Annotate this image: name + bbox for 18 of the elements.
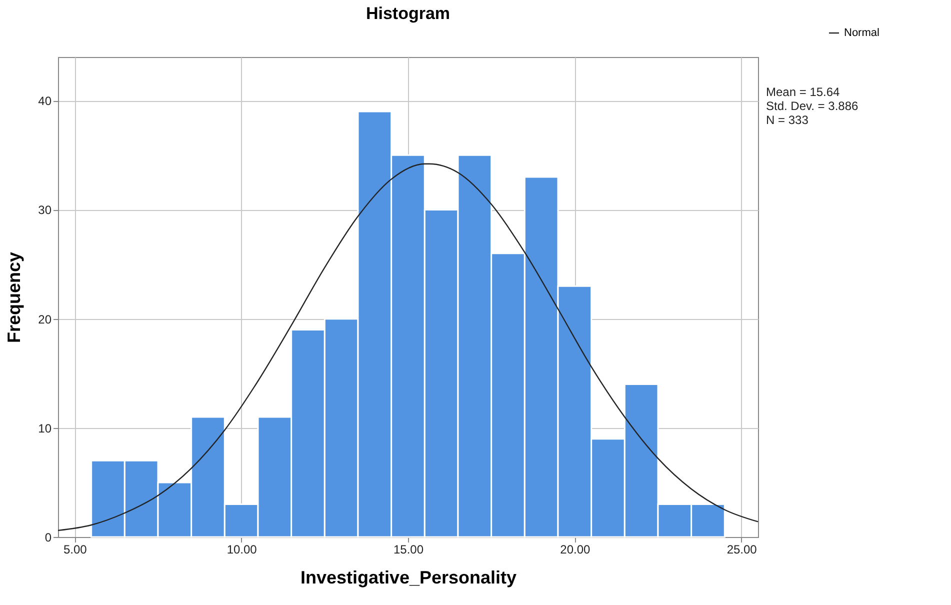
text: N = 333 [766,113,809,127]
x-tick-label: 5.00 [63,542,88,556]
y-tick-label: 30 [38,203,52,218]
y-tick-label: 10 [38,421,52,436]
x-axis-title: Investigative_Personality [300,568,517,588]
x-tick-label: 15.00 [393,542,424,556]
text: Mean = 15.64 [766,85,840,99]
x-tick-label: 20.00 [560,542,591,556]
y-tick-label: 0 [44,530,52,544]
x-tick-label: 25.00 [726,542,758,556]
line-series [57,163,759,532]
chart-title: Histogram [366,4,450,23]
x-tick-label: 10.00 [226,542,258,556]
y-tick-label: 20 [38,312,52,326]
text: Std. Dev. = 3.886 [766,99,858,113]
y-axis-title: Frequency [4,252,24,344]
legend-label: Normal [844,27,880,39]
y-tick-label: 40 [38,94,52,108]
